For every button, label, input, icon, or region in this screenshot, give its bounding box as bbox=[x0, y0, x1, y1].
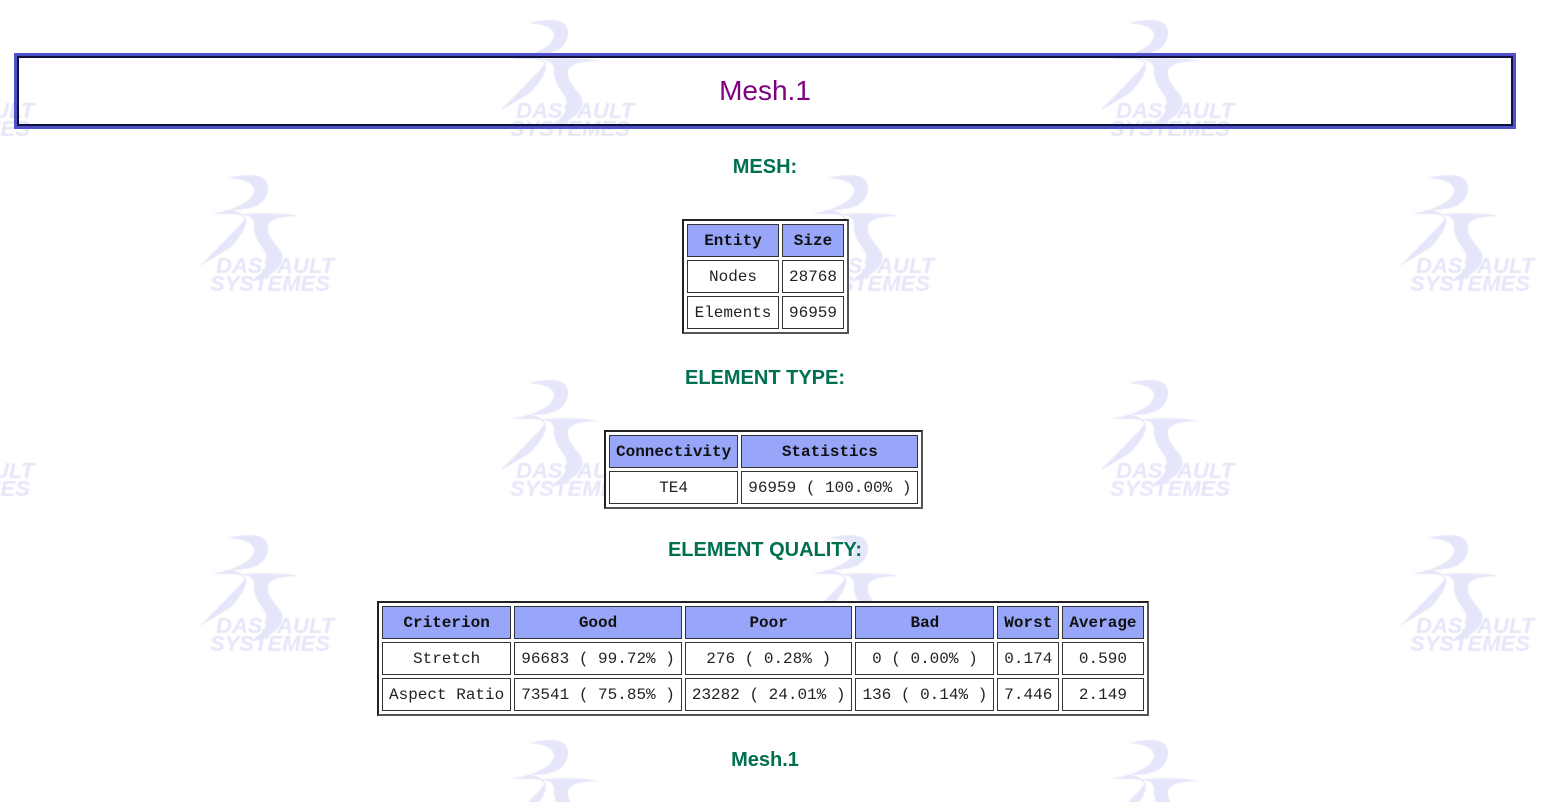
cell-average: 0.590 bbox=[1062, 642, 1144, 675]
cell-bad: 0 ( 0.00% ) bbox=[855, 642, 995, 675]
mesh-table: Entity Size Nodes 28768 Elements 96959 bbox=[682, 219, 850, 334]
table-header-row: Criterion Good Poor Bad Worst Average bbox=[382, 606, 1144, 639]
element-quality-heading: ELEMENT QUALITY: bbox=[667, 539, 863, 561]
cell-worst: 0.174 bbox=[997, 642, 1060, 675]
element-quality-table: Criterion Good Poor Bad Worst Average St… bbox=[377, 601, 1149, 716]
element-type-heading: ELEMENT TYPE: bbox=[684, 367, 845, 389]
table-row: Nodes 28768 bbox=[687, 260, 845, 293]
col-bad: Bad bbox=[855, 606, 995, 639]
cell-statistics: 96959 ( 100.00% ) bbox=[741, 471, 919, 504]
cell-poor: 23282 ( 24.01% ) bbox=[684, 678, 853, 711]
table-row: Aspect Ratio 73541 ( 75.85% ) 23282 ( 24… bbox=[382, 678, 1144, 711]
cell-criterion: Aspect Ratio bbox=[382, 678, 512, 711]
element-type-table: Connectivity Statistics TE4 96959 ( 100.… bbox=[604, 430, 924, 509]
col-connectivity: Connectivity bbox=[609, 435, 739, 468]
footer-heading: Mesh.1 bbox=[731, 749, 799, 771]
cell-poor: 276 ( 0.28% ) bbox=[684, 642, 853, 675]
element-quality-table-wrap: Criterion Good Poor Bad Worst Average St… bbox=[377, 601, 1149, 716]
col-average: Average bbox=[1062, 606, 1144, 639]
col-criterion: Criterion bbox=[382, 606, 512, 639]
col-size: Size bbox=[782, 224, 845, 257]
table-row: TE4 96959 ( 100.00% ) bbox=[609, 471, 919, 504]
cell-size: 96959 bbox=[782, 296, 845, 329]
table-header-row: Entity Size bbox=[687, 224, 845, 257]
cell-connectivity: TE4 bbox=[609, 471, 739, 504]
title-banner: Mesh.1 bbox=[14, 53, 1516, 129]
cell-good: 73541 ( 75.85% ) bbox=[514, 678, 682, 711]
cell-good: 96683 ( 99.72% ) bbox=[514, 642, 682, 675]
col-statistics: Statistics bbox=[741, 435, 919, 468]
mesh-heading: MESH: bbox=[732, 156, 798, 178]
cell-worst: 7.446 bbox=[997, 678, 1060, 711]
cell-bad: 136 ( 0.14% ) bbox=[855, 678, 995, 711]
table-row: Stretch 96683 ( 99.72% ) 276 ( 0.28% ) 0… bbox=[382, 642, 1144, 675]
mesh-table-wrap: Entity Size Nodes 28768 Elements 96959 bbox=[682, 219, 850, 334]
cell-criterion: Stretch bbox=[382, 642, 512, 675]
col-good: Good bbox=[514, 606, 682, 639]
cell-entity: Nodes bbox=[687, 260, 779, 293]
element-type-table-wrap: Connectivity Statistics TE4 96959 ( 100.… bbox=[604, 430, 924, 509]
cell-average: 2.149 bbox=[1062, 678, 1144, 711]
col-entity: Entity bbox=[687, 224, 779, 257]
col-worst: Worst bbox=[997, 606, 1060, 639]
col-poor: Poor bbox=[684, 606, 853, 639]
page-title: Mesh.1 bbox=[719, 75, 811, 106]
table-header-row: Connectivity Statistics bbox=[609, 435, 919, 468]
cell-entity: Elements bbox=[687, 296, 779, 329]
cell-size: 28768 bbox=[782, 260, 845, 293]
table-row: Elements 96959 bbox=[687, 296, 845, 329]
